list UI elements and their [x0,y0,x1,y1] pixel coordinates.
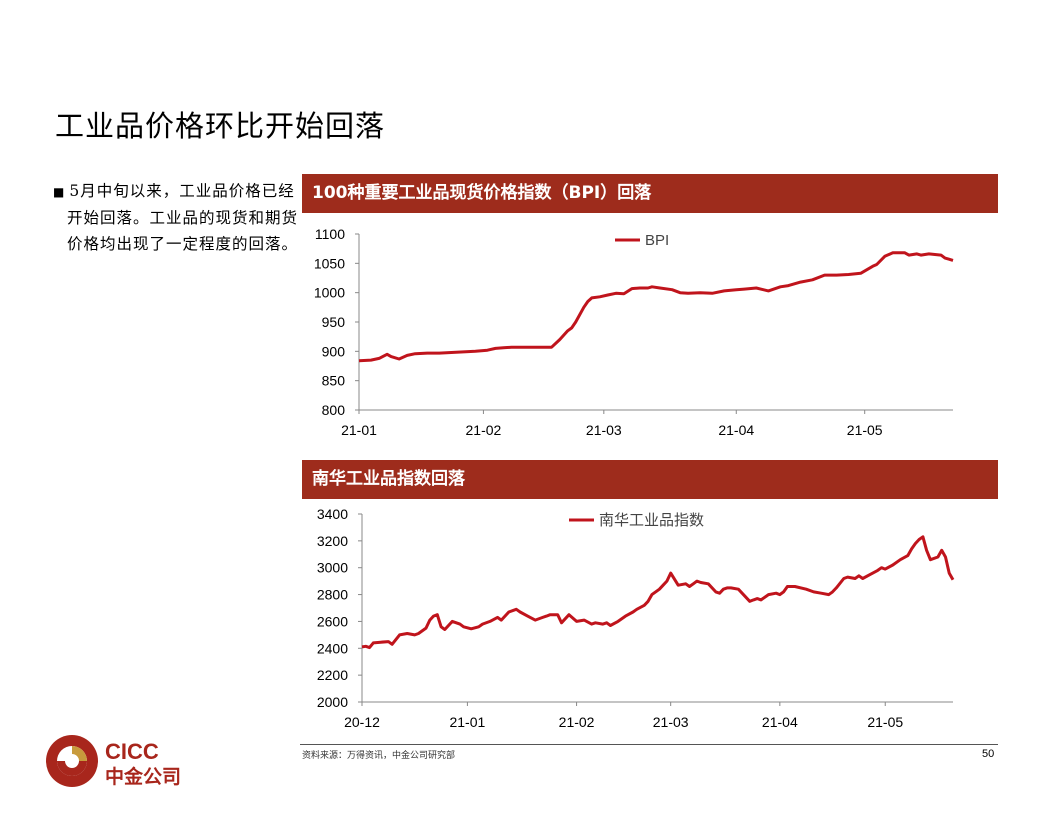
series-line [361,535,955,650]
x-tick-label: 21-01 [341,422,377,438]
x-tick-label: 21-05 [847,422,883,438]
y-tick-label: 1100 [315,226,345,242]
series-line [358,251,954,363]
y-tick-label: 2400 [317,640,348,656]
nanhua-chart-header: 南华工业品指数回落 [302,460,998,499]
cicc-logo: CICC 中金公司 [46,735,181,788]
x-tick-label: 21-04 [718,422,754,438]
bpi-line-chart: 800 850 900 950 1000 1050 1100 21-01 21-02 21-03 2… [314,226,954,438]
y-tick-label: 3200 [317,533,348,549]
square-bullet-icon: ■ [53,185,66,199]
legend-label: BPI [645,232,669,249]
y-tick-label: 1000 [314,285,345,301]
y-tick-label: 2800 [317,587,348,603]
logo-text-cn: 中金公司 [105,765,181,788]
y-tick-label: 900 [322,343,346,359]
footer-divider [300,744,998,745]
x-tick-label: 21-01 [449,714,485,730]
x-tick-label: 20-12 [344,714,380,730]
y-tick-label: 3000 [317,560,348,576]
legend-label: 南华工业品指数 [599,512,704,529]
page-number: 50 [982,748,995,760]
logo-text-en: CICC [105,739,159,764]
x-tick-label: 21-03 [586,422,622,438]
bullet-point: ■ 5月中旬以来，工业品价格已经开始回落。工业品的现货和期货价格均出现了一定程度的… [53,178,307,257]
page-title: 工业品价格环比开始回落 [55,109,386,143]
y-tick-label: 2000 [317,694,348,710]
y-tick-label: 2200 [317,667,348,683]
y-tick-label: 3400 [317,506,348,522]
bullet-text: 5月中旬以来，工业品价格已经开始回落。工业品的现货和期货价格均出现了一定程度的回… [67,182,299,253]
source-note: 资料来源：万得资讯，中金公司研究部 [302,751,456,761]
y-tick-label: 950 [322,314,346,330]
x-tick-label: 21-03 [653,714,689,730]
y-tick-label: 2600 [317,613,348,629]
x-tick-label: 21-04 [762,714,798,730]
x-tick-label: 21-05 [867,714,903,730]
y-tick-label: 1050 [314,255,345,271]
y-tick-label: 800 [322,402,346,418]
nanhua-line-chart: 2000 2200 2400 2600 2800 3000 3200 3400 20-12 21-… [317,506,955,730]
x-tick-label: 21-02 [466,422,502,438]
y-tick-label: 850 [322,373,346,389]
x-tick-label: 21-02 [559,714,595,730]
bpi-chart-header: 100种重要工业品现货价格指数（BPI）回落 [302,174,998,213]
